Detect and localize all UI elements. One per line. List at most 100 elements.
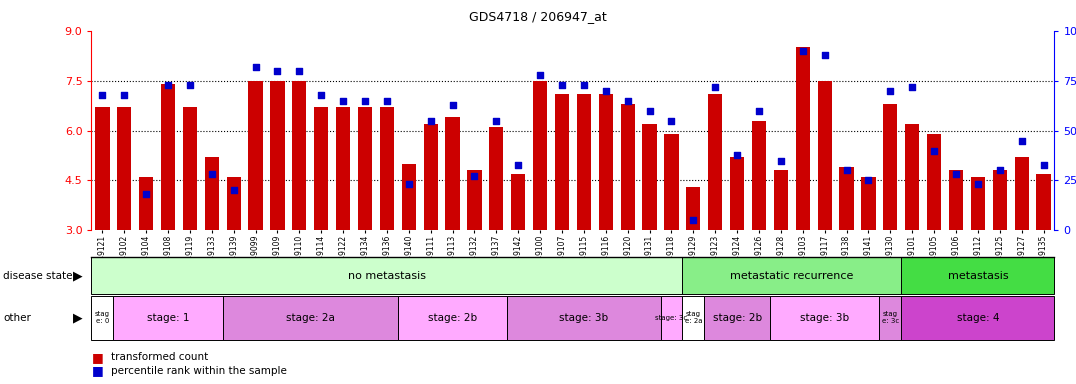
Point [356,98,373,104]
Point [510,161,527,167]
Point [487,118,505,124]
Bar [682,257,902,294]
Text: percentile rank within the sample: percentile rank within the sample [111,366,286,376]
Bar [555,94,569,230]
Point [291,68,308,74]
Text: no metastasis: no metastasis [348,270,426,281]
Point [203,171,221,177]
Point [138,191,155,197]
Point [576,81,593,88]
Point [94,91,111,98]
Bar [91,257,682,294]
Bar [993,170,1007,230]
Text: stag
e: 3c: stag e: 3c [881,311,898,324]
Point [619,98,636,104]
Text: other: other [3,313,31,323]
Bar [398,296,507,340]
Point [553,81,570,88]
Bar [380,107,394,230]
Bar [1036,174,1050,230]
Bar [686,187,700,230]
Point [969,181,987,187]
Bar [227,177,241,230]
Point [444,101,462,108]
Bar [661,296,682,340]
Point [247,64,265,70]
Bar [358,107,372,230]
Text: ▶: ▶ [73,311,83,324]
Bar [839,167,853,230]
Bar [879,296,902,340]
Bar [705,296,770,340]
Text: metastasis: metastasis [948,270,1008,281]
Point [466,174,483,180]
Point [750,108,767,114]
Text: ▶: ▶ [73,269,83,282]
Bar [818,81,832,230]
Bar [91,296,113,340]
Bar [774,170,788,230]
Bar [113,296,223,340]
Point [182,81,199,88]
Bar [1015,157,1029,230]
Bar [314,107,328,230]
Point [707,84,724,90]
Bar [795,47,810,230]
Bar [533,81,548,230]
Point [773,157,790,164]
Bar [708,94,722,230]
Text: stage: 2a: stage: 2a [286,313,335,323]
Bar [223,296,398,340]
Point [881,88,898,94]
Text: stage: 2b: stage: 2b [712,313,762,323]
Bar [204,157,218,230]
Bar [883,104,897,230]
Bar [139,177,153,230]
Point [225,187,242,194]
Bar [161,84,175,230]
Point [641,108,659,114]
Bar [490,127,504,230]
Point [728,151,746,157]
Point [1013,137,1030,144]
Bar [577,94,591,230]
Bar [507,296,661,340]
Point [379,98,396,104]
Text: ■: ■ [91,364,103,377]
Point [991,167,1008,174]
Text: stage: 1: stage: 1 [146,313,189,323]
Bar [621,104,635,230]
Point [159,81,176,88]
Bar [752,121,766,230]
Bar [928,134,942,230]
Bar [96,107,110,230]
Bar [905,124,919,230]
Text: transformed count: transformed count [111,352,208,362]
Text: metastatic recurrence: metastatic recurrence [731,270,853,281]
Text: stage: 2b: stage: 2b [428,313,477,323]
Point [400,181,417,187]
Point [684,217,702,223]
Bar [270,81,285,230]
Text: GDS4718 / 206947_at: GDS4718 / 206947_at [469,10,607,23]
Point [663,118,680,124]
Text: ■: ■ [91,351,103,364]
Bar [445,117,459,230]
Bar [730,157,745,230]
Bar [949,170,963,230]
Point [313,91,330,98]
Bar [467,170,482,230]
Bar [336,107,351,230]
Point [838,167,855,174]
Bar [902,257,1054,294]
Point [422,118,439,124]
Bar [117,107,131,230]
Text: stag
e: 2a: stag e: 2a [684,311,703,324]
Point [904,84,921,90]
Bar [249,81,263,230]
Point [794,48,811,54]
Bar [424,124,438,230]
Point [925,147,943,154]
Bar [293,81,307,230]
Text: stag
e: 0: stag e: 0 [95,311,110,324]
